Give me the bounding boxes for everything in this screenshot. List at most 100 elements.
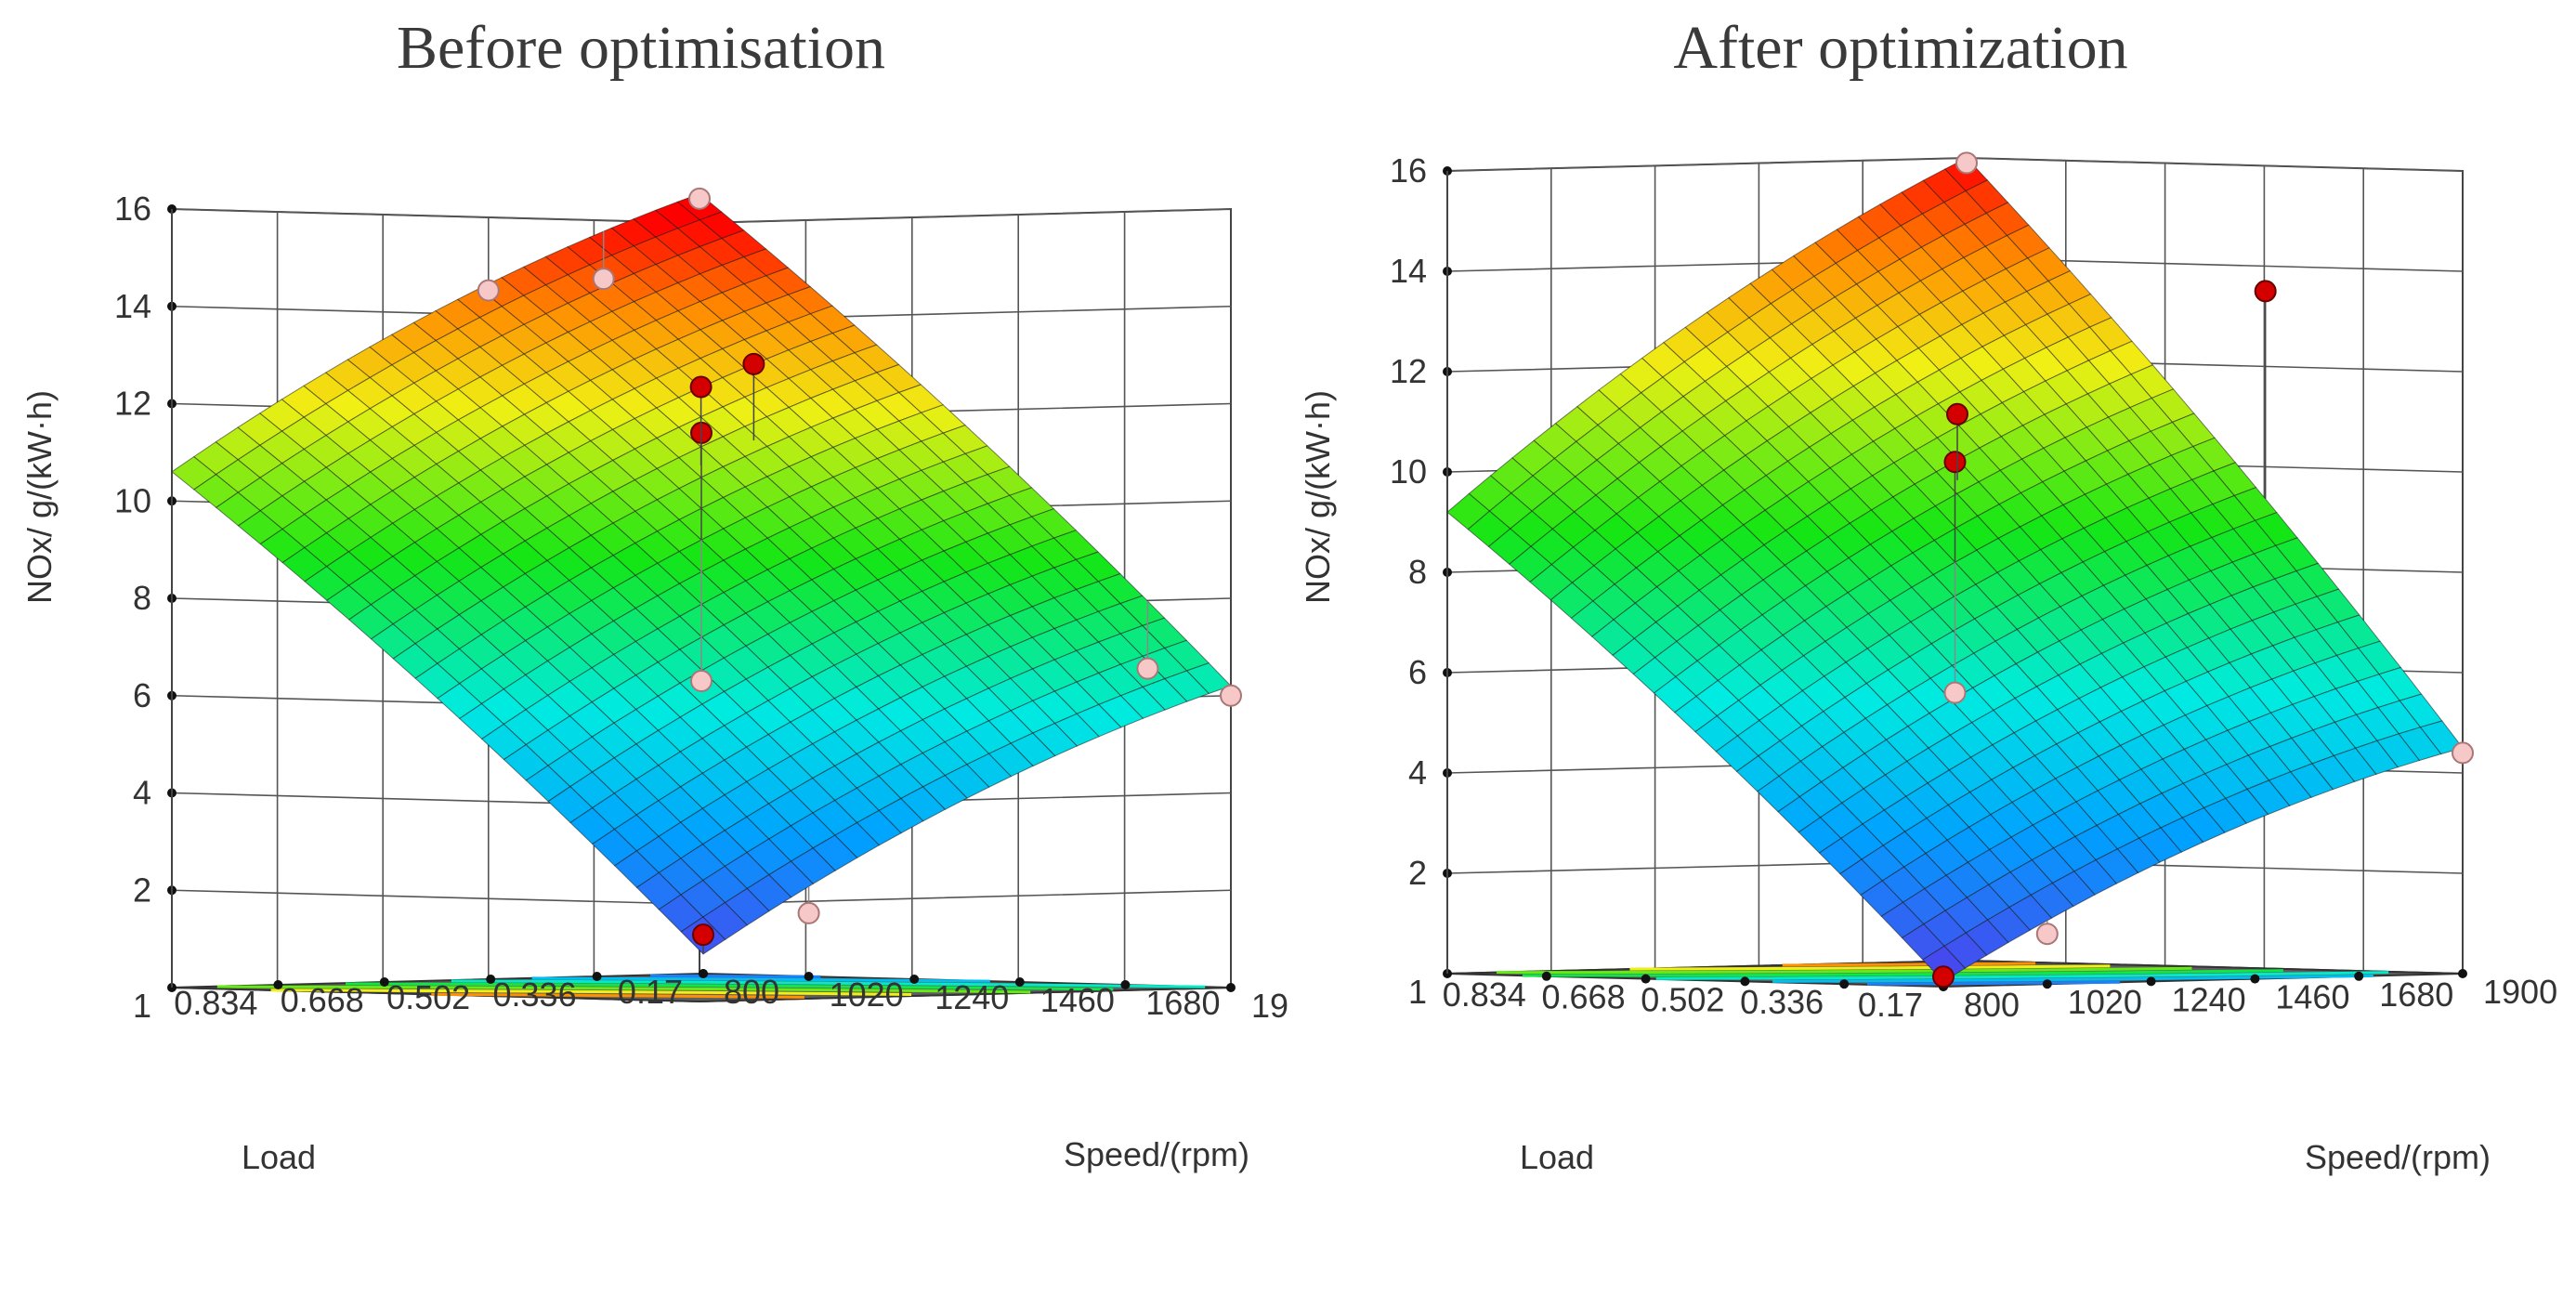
speed-tick-dot <box>2250 974 2260 984</box>
surface-plot-after: 0.17 0.336 0.502 0.668 0.834 1 800 1020 1240 1460… <box>1299 151 2557 1176</box>
load-tick-label: 0.834 <box>1443 975 1526 1014</box>
load-tick-label: 1 <box>133 987 151 1025</box>
speed-tick-dot <box>2354 971 2364 981</box>
axes: 0.17 0.336 0.502 0.668 0.834 1 800 1020 1240 1460… <box>1299 151 2557 1176</box>
load-tick-dot <box>1641 974 1651 984</box>
z-tick-label: 8 <box>133 579 151 617</box>
design-point <box>592 268 615 291</box>
z-tick-label: 14 <box>1390 252 1427 290</box>
speed-tick-label: 1020 <box>830 975 904 1014</box>
speed-tick-label: 1900 <box>2483 973 2557 1011</box>
floor-contour-line <box>1782 962 2036 967</box>
load-tick-label: 0.834 <box>174 984 257 1022</box>
z-tick-label: 16 <box>1390 151 1427 190</box>
speed-tick-dot <box>1120 980 1131 989</box>
speed-tick-label: 1020 <box>2068 983 2142 1021</box>
chart-panel-before: Before optimisation 0.17 0.336 0.502 0.668 0… <box>20 14 1288 1176</box>
design-point <box>690 670 713 693</box>
design-point <box>477 279 500 302</box>
floor-contour-line <box>1522 969 2283 977</box>
floor-contour-line <box>451 979 1206 988</box>
z-tick-label: 2 <box>1408 854 1427 892</box>
load-axis-label: Load <box>242 1138 316 1176</box>
z-tick-label: 10 <box>1390 452 1427 491</box>
speed-tick-dot <box>909 975 920 984</box>
surface-plot-before: 0.17 0.336 0.502 0.668 0.834 1 800 1020 1240 1460… <box>20 187 1288 1176</box>
chart-panel-after: After optimization 0.17 0.336 0.502 0.668 0.… <box>1288 0 2575 1296</box>
load-tick-label: 0.17 <box>618 973 683 1011</box>
floor-contour-line <box>1866 980 2121 986</box>
speed-tick-label: 1460 <box>1040 981 1115 1019</box>
load-tick-label: 1 <box>1408 973 1427 1011</box>
load-tick-label: 0.17 <box>1858 986 1923 1024</box>
chart-title: Before optimisation <box>396 14 886 82</box>
speed-tick-label: 800 <box>724 973 779 1011</box>
z-tick-label: 4 <box>133 774 151 812</box>
load-tick-label: 0.502 <box>1641 980 1724 1018</box>
speed-tick-label: 1240 <box>935 978 1009 1016</box>
speed-tick-dot <box>1014 977 1025 987</box>
design-point <box>1220 684 1242 707</box>
response-surface <box>171 193 1232 955</box>
z-tick-label: 2 <box>133 871 151 909</box>
design-point <box>692 923 714 947</box>
floor-contour-line <box>1629 964 2111 971</box>
z-axis-label: NOx/ g/(kW·h) <box>20 390 59 604</box>
load-tick-label: 0.668 <box>1542 978 1626 1016</box>
z-axis-label: NOx/ g/(kW·h) <box>1299 390 1337 604</box>
response-surface <box>1446 157 2464 983</box>
design-point <box>1946 402 1968 425</box>
load-tick-dot <box>486 975 496 984</box>
floor-contour-line <box>216 985 1031 994</box>
load-tick-label: 0.336 <box>1740 983 1824 1021</box>
z-tick-label: 10 <box>114 481 151 519</box>
design-point <box>1136 657 1159 680</box>
z-tick-label: 6 <box>1408 653 1427 691</box>
design-point <box>689 375 713 399</box>
z-tick-label: 16 <box>114 190 151 228</box>
load-tick-dot <box>379 977 389 987</box>
floor-plane <box>171 972 1232 1003</box>
speed-tick-dot <box>2146 976 2156 987</box>
load-tick-dot <box>592 972 602 981</box>
load-axis-label: Load <box>1520 1138 1594 1176</box>
floor-contour-line <box>431 992 804 999</box>
speed-tick-label: 1460 <box>2275 978 2349 1016</box>
speed-tick-label: 1900 <box>1251 987 1288 1025</box>
design-points <box>1932 151 2474 988</box>
design-points <box>477 187 1242 955</box>
design-point <box>688 187 711 210</box>
z-tick-label: 12 <box>114 385 151 423</box>
z-tick-label: 8 <box>1408 553 1427 591</box>
load-tick-dot <box>1839 979 1850 989</box>
speed-tick-dot <box>2042 979 2052 989</box>
axes: 0.17 0.336 0.502 0.668 0.834 1 800 1020 1240 1460… <box>20 190 1288 1176</box>
speed-tick-dot <box>804 972 814 981</box>
speed-tick-label: 800 <box>1964 986 2020 1024</box>
floor-contour-line <box>1772 974 2373 983</box>
speed-tick-dot <box>699 969 708 978</box>
design-point <box>797 901 820 924</box>
chart-title: After optimization <box>1673 14 2128 82</box>
z-tick-label: 6 <box>133 676 151 714</box>
floor-contour-line <box>531 976 990 983</box>
load-tick-label: 0.668 <box>281 981 364 1019</box>
speed-axis-label: Speed/(rpm) <box>2305 1138 2491 1176</box>
load-tick-dot <box>273 980 283 989</box>
design-point <box>2452 741 2474 765</box>
speed-tick-dot <box>1226 983 1236 992</box>
floor-contour-line <box>345 982 1114 991</box>
z-tick-label: 12 <box>1390 352 1427 390</box>
design-point <box>2035 923 2059 946</box>
design-point <box>1932 965 1955 988</box>
floor-contour-line <box>1497 966 2192 975</box>
surface-cell <box>1922 945 1967 983</box>
speed-axis-label: Speed/(rpm) <box>1064 1135 1249 1173</box>
z-tick-label: 14 <box>114 287 151 325</box>
floor-contour-line <box>650 974 821 978</box>
load-tick-dot <box>1740 976 1750 987</box>
speed-tick-dot <box>2458 969 2467 978</box>
speed-tick-label: 1680 <box>1145 984 1220 1022</box>
load-tick-dot <box>1541 971 1551 981</box>
floor-contour-line <box>270 988 912 996</box>
